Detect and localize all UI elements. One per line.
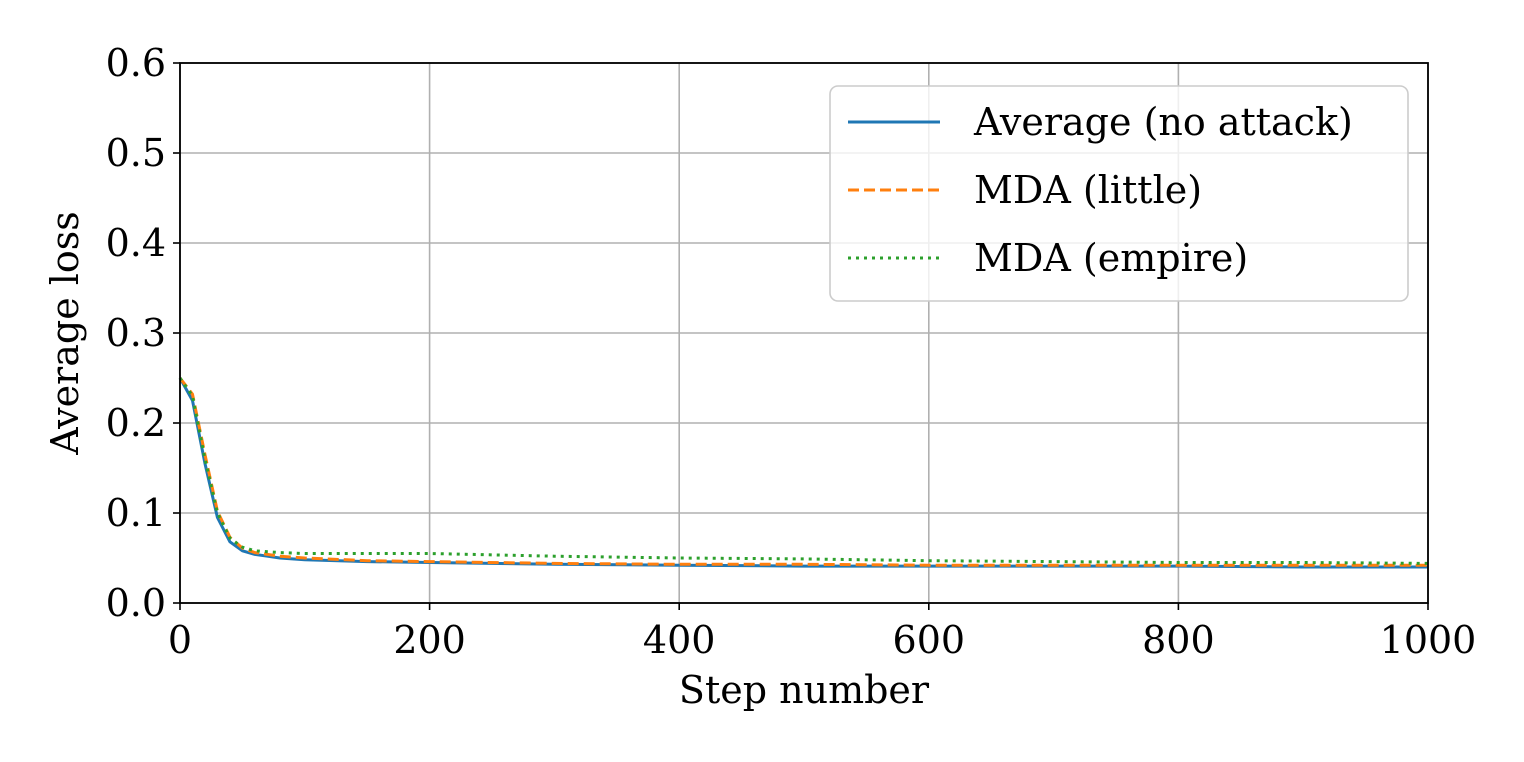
y-axis-label: Average loss — [43, 211, 87, 456]
y-tick-label: 0.1 — [106, 491, 166, 535]
x-tick-label: 800 — [1142, 618, 1215, 662]
legend-label: MDA (empire) — [974, 236, 1248, 280]
x-tick-label: 600 — [893, 618, 966, 662]
x-axis-label: Step number — [679, 668, 930, 712]
y-tick-label: 0.6 — [106, 41, 166, 85]
series-group — [178, 377, 1429, 569]
legend: Average (no attack) MDA (little) MDA (empi… — [829, 85, 1409, 302]
legend-label: Average (no attack) — [973, 100, 1353, 144]
x-tick-label: 1000 — [1380, 618, 1477, 662]
tick-group: 0 200 400 600 800 1000 0.0 0.1 0.2 0.3 0.4 0.5 0.6 — [106, 41, 1477, 662]
y-tick-label: 0.5 — [106, 131, 166, 175]
y-tick-label: 0.0 — [106, 581, 166, 625]
y-tick-label: 0.3 — [106, 311, 166, 355]
legend-box — [829, 85, 1409, 302]
x-tick-label: 200 — [393, 618, 466, 662]
y-tick-label: 0.2 — [106, 401, 166, 445]
y-tick-label: 0.4 — [106, 221, 166, 265]
x-tick-label: 0 — [168, 618, 192, 662]
series-2 — [178, 377, 1429, 565]
x-tick-label: 400 — [643, 618, 716, 662]
series-line — [178, 377, 1429, 565]
legend-label: MDA (little) — [974, 168, 1202, 212]
